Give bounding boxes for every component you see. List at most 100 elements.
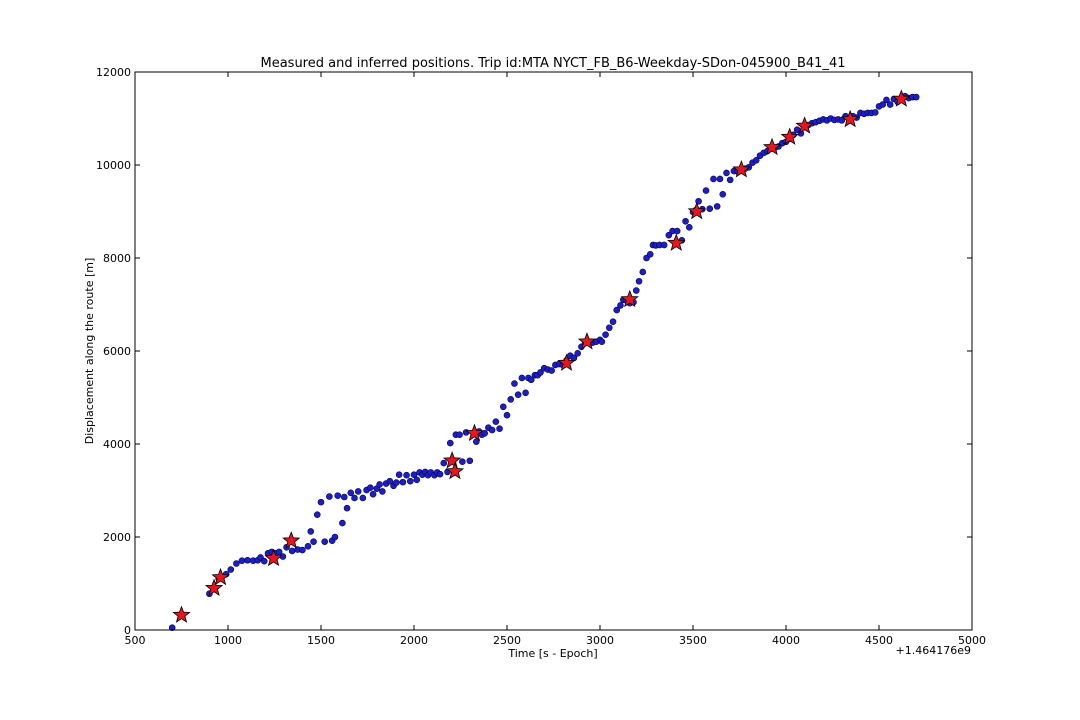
measured-position-point — [695, 197, 702, 205]
chart-title: Measured and inferred positions. Trip id… — [260, 56, 845, 71]
x-axis-label: Time [s - Epoch] — [507, 647, 597, 660]
measured-position-point — [406, 477, 414, 485]
measured-position-point — [598, 338, 606, 346]
inferred-position-point — [620, 289, 639, 308]
measured-position-point — [227, 566, 235, 573]
measured-position-point — [459, 458, 466, 465]
measured-position-point — [168, 624, 176, 631]
measured-position-point — [304, 542, 312, 550]
measured-position-point — [710, 175, 717, 183]
measured-position-point — [238, 557, 246, 565]
measured-position-point — [522, 389, 529, 397]
measured-position-point — [719, 190, 727, 198]
measured-position-point — [503, 411, 511, 419]
measured-position-point — [334, 492, 342, 499]
inferred-position-point — [557, 353, 576, 371]
plot-frame — [134, 71, 973, 631]
measured-position-point — [635, 277, 643, 285]
measured-position-point — [682, 217, 689, 225]
inferred-position-point — [841, 109, 860, 128]
y-axis: 0 2000 4000 6000 8000 10000 12000 — [96, 66, 972, 637]
measured-position-point — [343, 504, 351, 512]
inferred-position-point — [892, 89, 911, 107]
inferred-position-point — [445, 461, 465, 480]
measured-position-point — [665, 231, 673, 239]
inferred-position-point — [780, 127, 799, 145]
inferred-position-point — [442, 451, 462, 469]
measured-position-point — [313, 511, 321, 518]
measured-position-point — [605, 324, 613, 332]
measured-position-point — [752, 157, 760, 164]
measured-position-point — [481, 430, 488, 437]
measured-position-point — [883, 96, 890, 104]
inferred-position-point — [667, 233, 686, 251]
y-axis-label: Displacement along the route [m] — [83, 258, 96, 445]
measured-position-point — [275, 548, 283, 556]
measured-position-point — [838, 117, 846, 124]
measured-position-point — [310, 538, 317, 545]
measured-position-point — [354, 488, 362, 495]
measured-position-point — [307, 528, 315, 535]
measured-position-point — [706, 205, 714, 213]
measured-position-point — [871, 109, 879, 116]
inferred-position-point — [204, 578, 224, 596]
measured-position-point — [492, 418, 500, 425]
x-offset-label: +1.464176e9 — [896, 644, 971, 657]
measured-position-point — [321, 538, 329, 545]
measured-position-point — [339, 519, 346, 527]
y-tick-label: 8000 — [103, 252, 131, 265]
measured-position-point — [440, 459, 448, 467]
measured-position-point — [574, 350, 581, 357]
x-tick-label: 3000 — [586, 634, 614, 647]
y-tick-label: 4000 — [103, 438, 131, 451]
measured-position-point — [399, 478, 407, 486]
measured-position-point — [351, 494, 358, 502]
measured-position-point — [403, 471, 410, 479]
measured-position-point — [723, 169, 730, 177]
measured-position-point — [602, 331, 609, 339]
y-tick-label: 0 — [124, 624, 131, 637]
measured-position-point — [456, 431, 463, 439]
measured-position-point — [260, 557, 268, 565]
measured-position-point — [511, 380, 518, 387]
measured-position-point — [386, 477, 394, 485]
measured-position-point — [617, 302, 624, 309]
measured-position-point — [886, 101, 894, 108]
measured-position-point — [366, 484, 374, 492]
inferred-position-point — [795, 116, 814, 134]
measured-position-point — [288, 547, 296, 555]
measured-position-point — [488, 426, 496, 434]
measured-position-point — [912, 93, 920, 101]
measured-position-point — [514, 391, 522, 399]
y-tick-label: 10000 — [96, 159, 131, 172]
measured-position-point — [436, 470, 444, 478]
inferred-position-point — [732, 160, 751, 178]
measured-position-point — [473, 438, 480, 445]
inferred-position-point — [282, 531, 301, 549]
measured-position-point — [639, 268, 647, 276]
measured-position-point — [244, 556, 251, 564]
measured-position-point — [496, 425, 503, 432]
measured-position-point — [609, 318, 617, 326]
inferred-position-point — [762, 137, 782, 156]
measured-position-point — [518, 374, 526, 382]
x-tick-label: 4500 — [865, 634, 893, 647]
measured-position-point — [716, 175, 724, 183]
measured-position-point — [499, 403, 507, 411]
measured-position-point — [613, 306, 621, 314]
inferred-position-point — [172, 605, 191, 623]
x-tick-label: 500 — [125, 634, 146, 647]
x-tick-label: 2000 — [400, 634, 428, 647]
measured-position-point — [317, 498, 325, 506]
measured-position-point — [507, 396, 515, 403]
y-tick-label: 12000 — [96, 66, 131, 79]
inferred-position-point — [465, 423, 484, 442]
measured-position-point — [347, 489, 355, 497]
measured-position-point — [395, 471, 403, 478]
measured-position-point — [233, 560, 240, 567]
measured-position-point — [726, 176, 734, 184]
measured-position-point — [548, 367, 555, 374]
measured-position-point — [527, 376, 535, 384]
measured-position-point — [359, 494, 367, 502]
